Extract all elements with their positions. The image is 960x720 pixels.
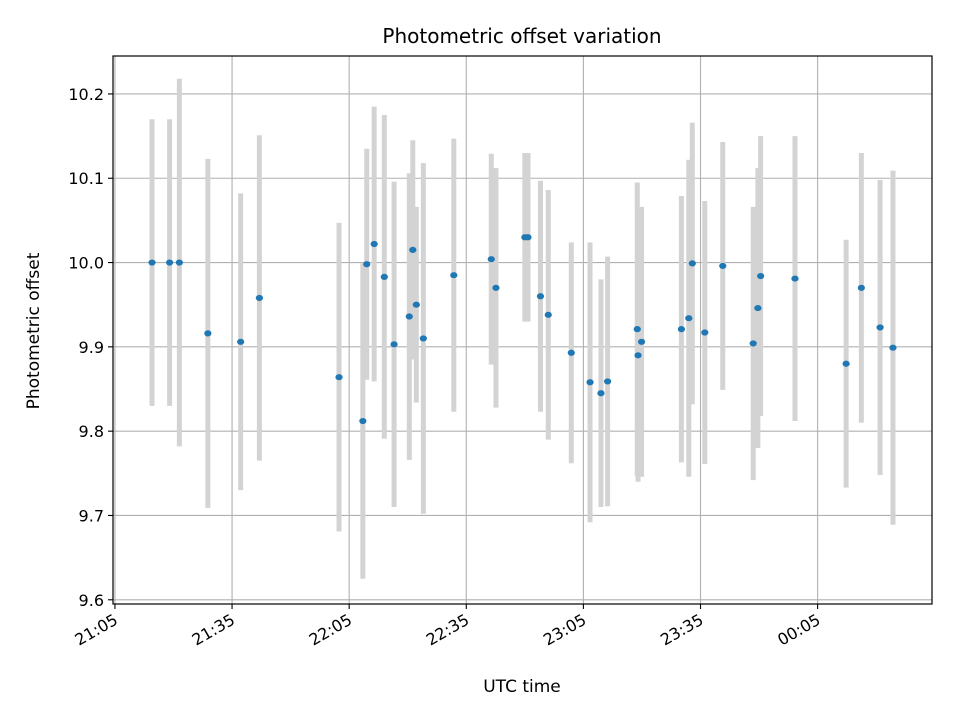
data-point xyxy=(688,260,696,267)
data-point xyxy=(419,335,427,342)
data-point xyxy=(524,234,532,241)
data-point xyxy=(633,326,641,333)
chart-title: Photometric offset variation xyxy=(382,24,661,48)
y-tick-label: 9.7 xyxy=(79,506,104,525)
y-tick-label: 9.9 xyxy=(79,338,104,357)
data-point xyxy=(204,330,212,337)
data-point xyxy=(487,256,495,263)
y-axis-ticks: 9.6 9.7 9.8 9.9 10.0 10.1 10.2 xyxy=(68,85,113,610)
y-tick-label: 10.0 xyxy=(68,254,104,273)
y-tick-label: 9.8 xyxy=(79,422,104,441)
data-point xyxy=(409,246,417,254)
data-point xyxy=(166,259,174,266)
data-point xyxy=(175,259,183,266)
data-point xyxy=(412,301,420,308)
data-point xyxy=(492,284,500,291)
data-point xyxy=(370,240,378,248)
data-point xyxy=(567,349,575,356)
data-point xyxy=(586,379,594,386)
y-tick-label: 10.2 xyxy=(68,85,104,104)
y-tick-label: 9.6 xyxy=(79,591,104,610)
data-point xyxy=(335,374,343,381)
data-point xyxy=(363,261,371,268)
data-point xyxy=(237,338,245,345)
data-point xyxy=(597,390,605,397)
data-points xyxy=(148,234,897,425)
data-point xyxy=(450,272,458,279)
data-point xyxy=(536,293,545,300)
data-point xyxy=(255,294,263,302)
data-point xyxy=(754,304,762,312)
data-point xyxy=(148,259,156,266)
x-axis-title: UTC time xyxy=(483,677,561,697)
data-point xyxy=(634,352,642,359)
data-point xyxy=(359,417,367,425)
data-point xyxy=(544,311,552,318)
data-point xyxy=(685,315,693,322)
data-point xyxy=(719,262,727,270)
data-point xyxy=(701,329,709,336)
data-point xyxy=(757,272,765,280)
data-point xyxy=(876,324,884,331)
data-point xyxy=(791,275,799,282)
data-point xyxy=(637,338,646,345)
data-point xyxy=(405,313,413,320)
y-tick-label: 10.1 xyxy=(68,169,104,188)
data-point xyxy=(889,344,897,351)
data-point xyxy=(749,340,757,347)
data-point xyxy=(380,273,388,280)
data-point xyxy=(390,341,398,348)
data-point xyxy=(604,378,612,385)
plot-frame xyxy=(112,55,933,605)
data-point xyxy=(677,326,685,333)
data-point xyxy=(842,360,850,367)
y-axis-title: Photometric offset xyxy=(24,252,44,409)
data-point xyxy=(857,284,865,291)
